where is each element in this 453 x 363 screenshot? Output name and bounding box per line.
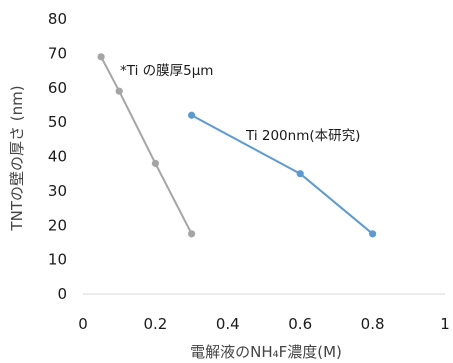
x-axis-title: 電解液のNH₄F濃度(M) [190,343,342,361]
y-tick-label: 40 [48,148,67,166]
series-1-point [97,53,105,61]
series-layer [97,53,377,238]
y-tick-label: 80 [48,10,67,28]
series-2-label: Ti 200nm(本研究) [245,128,360,144]
y-tick-label: 0 [57,285,67,303]
x-tick-label: 1 [440,315,450,333]
series-2-point [188,111,196,119]
x-tick-label: 0.2 [143,315,167,333]
x-tick-label: 0 [78,315,88,333]
x-tick-label: 0.8 [361,315,385,333]
series-1-point [151,159,159,167]
y-tick-label: 50 [48,113,67,131]
y-tick-label: 70 [48,44,67,62]
series-1-point [115,87,123,95]
y-tick-label: 20 [48,216,67,234]
series-2-point [369,230,377,238]
x-tick-label: 0.4 [216,315,240,333]
series-1-point [188,230,196,238]
y-axis-title: TNTの壁の厚さ (nm) [8,85,26,231]
series-1-line [100,56,193,235]
x-tick-label: 0.6 [288,315,312,333]
series-2-point [296,170,304,178]
y-tick-labels: 0 10 20 30 40 50 60 70 80 [48,10,67,303]
x-tick-labels: 0 0.2 0.4 0.6 0.8 1 [78,315,450,333]
series-1-label: *Ti の膜厚5μm [120,63,213,79]
y-tick-label: 60 [48,79,67,97]
y-tick-label: 30 [48,182,67,200]
y-tick-label: 10 [48,251,67,269]
